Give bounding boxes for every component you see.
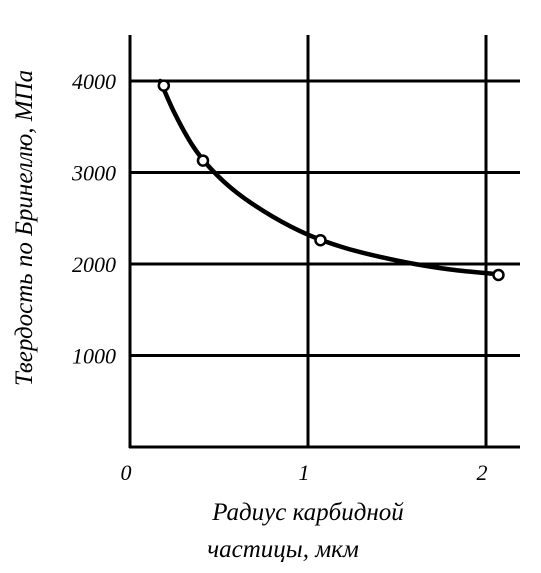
x-tick-labels: 0 1 2 — [121, 460, 488, 485]
grid — [130, 35, 520, 447]
y-tick-label-3000: 3000 — [71, 161, 116, 186]
y-tick-labels: 1000 2000 3000 4000 — [71, 69, 116, 369]
x-tick-label-2: 2 — [477, 460, 488, 485]
x-axis-title-line-1: Радиус карбидной — [211, 499, 404, 526]
y-tick-label-2000: 2000 — [72, 252, 116, 277]
series-line-0 — [158, 78, 501, 277]
data-markers — [157, 79, 505, 282]
x-tick-label-0: 0 — [121, 460, 132, 485]
x-axis-title-line-2: частицы, мкм — [207, 536, 359, 563]
data-point-4 — [492, 268, 505, 282]
data-point-3 — [314, 233, 327, 247]
data-point-1 — [157, 79, 171, 92]
data-point-2 — [196, 154, 210, 167]
series — [158, 78, 501, 277]
axes — [128, 35, 520, 449]
y-tick-label-4000: 4000 — [72, 69, 116, 94]
y-tick-label-1000: 1000 — [72, 344, 116, 369]
y-axis-title: Твердость по Бринеллю, МПа — [11, 70, 38, 386]
x-tick-label-1: 1 — [299, 460, 310, 485]
